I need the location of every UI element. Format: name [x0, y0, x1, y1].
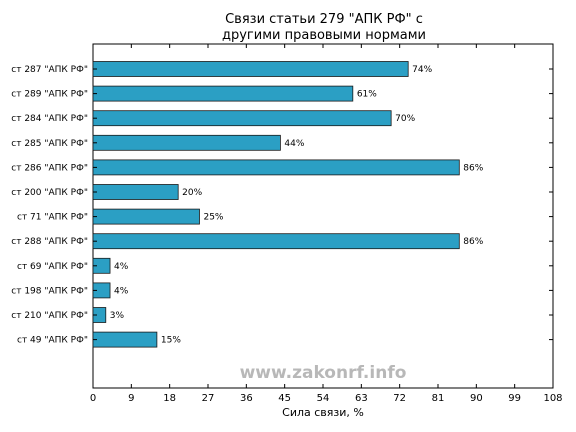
y-tick-label: ст 210 "АПК РФ" — [11, 311, 88, 321]
y-tick-label: ст 49 "АПК РФ" — [17, 336, 88, 346]
y-tick-label: ст 285 "АПК РФ" — [11, 139, 88, 149]
x-tick-label: 99 — [508, 393, 521, 404]
bar — [92, 331, 158, 348]
y-tick-label: ст 288 "АПК РФ" — [11, 237, 88, 247]
x-tick-label: 54 — [317, 393, 330, 404]
y-tick-label: ст 200 "АПК РФ" — [11, 188, 88, 198]
chart-title-line-1: Связи статьи 279 "АПК РФ" с — [225, 12, 423, 27]
x-axis-ticks: 0 9 18 27 36 45 54 63 72 81 90 99 108 — [90, 44, 563, 404]
y-tick-label: ст 286 "АПК РФ" — [11, 163, 88, 173]
bar-value-label: 70% — [395, 114, 415, 124]
y-tick-label: ст 284 "АПК РФ" — [11, 114, 88, 124]
x-tick-label: 18 — [163, 393, 176, 404]
bar — [92, 159, 460, 176]
bar-value-label: 86% — [463, 163, 483, 173]
y-axis-ticks: ст 287 "АПК РФ" ст 289 "АПК РФ" ст 284 "АП… — [11, 65, 553, 346]
bar-value-label: 3% — [110, 311, 125, 321]
y-tick-label: ст 198 "АПК РФ" — [11, 286, 88, 296]
y-tick-label: ст 71 "АПК РФ" — [17, 213, 88, 223]
x-tick-label: 72 — [393, 393, 406, 404]
x-tick-label: 81 — [432, 393, 445, 404]
bar-value-label: 44% — [284, 139, 304, 149]
x-tick-label: 63 — [355, 393, 368, 404]
bar — [92, 110, 392, 127]
x-tick-label: 9 — [128, 393, 134, 404]
y-tick-label: ст 287 "АПК РФ" — [11, 65, 88, 75]
bar-value-label: 4% — [114, 262, 129, 272]
chart-title-line-2: другими правовыми нормами — [222, 28, 426, 43]
bar-value-label: 4% — [114, 286, 129, 296]
y-tick-label: ст 289 "АПК РФ" — [11, 90, 88, 100]
bar-value-label: 74% — [412, 65, 432, 75]
y-tick-label: ст 69 "АПК РФ" — [17, 262, 88, 272]
bar — [92, 208, 200, 225]
watermark: www.zakonrf.info — [240, 363, 407, 383]
x-tick-label: 108 — [543, 393, 562, 404]
x-tick-label: 27 — [202, 393, 215, 404]
x-tick-label: 36 — [240, 393, 253, 404]
bar-value-label: 86% — [463, 237, 483, 247]
bar — [92, 134, 281, 151]
bar-value-label: 15% — [161, 336, 181, 346]
bar — [92, 233, 460, 250]
bar — [92, 61, 409, 77]
x-axis-label: Сила связи, % — [282, 406, 364, 419]
x-tick-label: 0 — [90, 393, 96, 404]
x-tick-label: 45 — [278, 393, 291, 404]
bar-value-label: 61% — [357, 90, 377, 100]
bar — [92, 85, 354, 102]
bar — [92, 184, 179, 200]
bar-value-label: 20% — [182, 188, 202, 198]
bar-value-label: 25% — [203, 213, 223, 223]
x-tick-label: 90 — [470, 393, 483, 404]
bars-group: 74% 61% 70% 44% 86% 20% 25% 86% 4% 4% 3% 15% — [92, 61, 484, 348]
